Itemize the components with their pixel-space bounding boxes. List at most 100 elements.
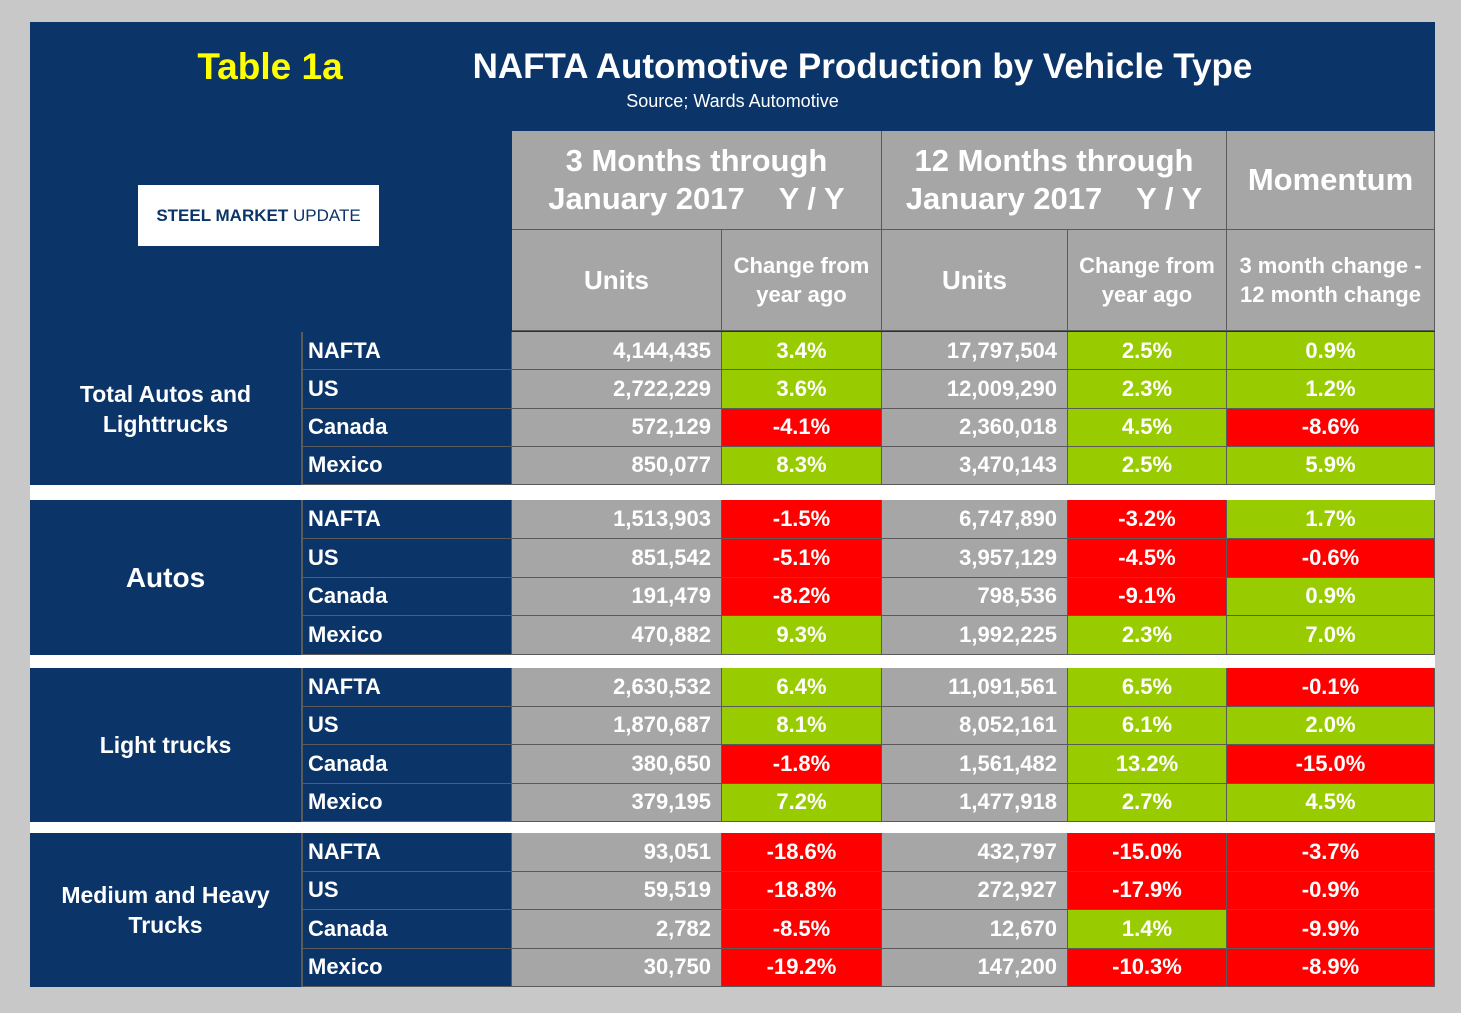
header-line: 3 Months through [565,143,828,178]
column-header: Change from year ago [1068,230,1227,331]
change-cell: 2.7% [1068,783,1227,822]
table-label: Table 1a [197,46,343,87]
column-group-header: Momentum [1227,131,1435,230]
region-label: Canada [302,577,512,617]
change-cell: -0.1% [1227,668,1435,707]
change-cell: 5.9% [1227,446,1435,485]
change-cell: -8.5% [722,910,882,949]
region-label: Mexico [302,948,512,987]
region-label: NAFTA [302,500,512,539]
region-label: NAFTA [302,668,512,707]
change-cell: -10.3% [1068,948,1227,987]
change-cell: -4.5% [1068,538,1227,578]
units-cell: 798,536 [882,577,1068,617]
change-cell: 4.5% [1068,408,1227,447]
section-label: Total Autos and Lighttrucks [30,332,302,485]
section-gap [30,822,1435,833]
units-cell: 12,009,290 [882,370,1068,409]
logo: STEEL MARKET UPDATE [138,185,379,246]
change-cell: 2.0% [1227,706,1435,745]
region-label: US [302,538,512,578]
section-gap [30,655,1435,668]
units-cell: 30,750 [512,948,722,987]
change-cell: 3.4% [722,332,882,371]
units-cell: 93,051 [512,833,722,872]
units-cell: 851,542 [512,538,722,578]
region-label: Canada [302,408,512,447]
section-gap [30,485,1435,500]
units-cell: 1,477,918 [882,783,1068,822]
change-cell: -15.0% [1227,745,1435,784]
change-cell: -18.8% [722,871,882,910]
units-cell: 3,957,129 [882,538,1068,578]
change-cell: -0.9% [1227,871,1435,910]
column-header: Units [512,230,722,331]
units-cell: 11,091,561 [882,668,1068,707]
change-cell: 3.6% [722,370,882,409]
change-cell: 6.4% [722,668,882,707]
change-cell: 6.5% [1068,668,1227,707]
region-label: Canada [302,910,512,949]
units-cell: 380,650 [512,745,722,784]
column-header: Units [882,230,1068,331]
units-cell: 4,144,435 [512,332,722,371]
change-cell: 0.9% [1227,332,1435,371]
change-cell: 7.2% [722,783,882,822]
section-label: Medium and Heavy Trucks [30,833,302,987]
change-cell: 1.4% [1068,910,1227,949]
units-cell: 3,470,143 [882,446,1068,485]
change-cell: -17.9% [1068,871,1227,910]
units-cell: 379,195 [512,783,722,822]
units-cell: 147,200 [882,948,1068,987]
change-cell: -19.2% [722,948,882,987]
units-cell: 8,052,161 [882,706,1068,745]
change-cell: 0.9% [1227,577,1435,617]
units-cell: 17,797,504 [882,332,1068,371]
units-cell: 12,670 [882,910,1068,949]
change-cell: -1.5% [722,500,882,539]
change-cell: 2.5% [1068,332,1227,371]
column-header: Change from year ago [722,230,882,331]
change-cell: -3.2% [1068,500,1227,539]
region-label: NAFTA [302,332,512,371]
change-cell: 13.2% [1068,745,1227,784]
column-group-header: 3 Months through January 2017 Y / Y [512,131,882,230]
change-cell: -1.8% [722,745,882,784]
table-title: NAFTA Automotive Production by Vehicle T… [472,47,1253,86]
change-cell: 9.3% [722,616,882,655]
change-cell: 1.7% [1227,500,1435,539]
change-cell: -4.1% [722,408,882,447]
region-label: Mexico [302,616,512,655]
change-cell: 6.1% [1068,706,1227,745]
change-cell: -3.7% [1227,833,1435,872]
units-cell: 2,360,018 [882,408,1068,447]
change-cell: -9.1% [1068,577,1227,617]
units-cell: 572,129 [512,408,722,447]
region-label: NAFTA [302,833,512,872]
section-label: Autos [30,500,302,655]
change-cell: 2.3% [1068,370,1227,409]
change-cell: 1.2% [1227,370,1435,409]
units-cell: 1,513,903 [512,500,722,539]
change-cell: 8.3% [722,446,882,485]
change-cell: 4.5% [1227,783,1435,822]
change-cell: -18.6% [722,833,882,872]
change-cell: 2.5% [1068,446,1227,485]
column-group-header: 12 Months through January 2017 Y / Y [882,131,1227,230]
units-cell: 2,630,532 [512,668,722,707]
units-cell: 6,747,890 [882,500,1068,539]
region-label: Mexico [302,783,512,822]
change-cell: 2.3% [1068,616,1227,655]
units-cell: 470,882 [512,616,722,655]
header-line: Momentum [1247,162,1414,197]
units-cell: 1,992,225 [882,616,1068,655]
region-label: Mexico [302,446,512,485]
region-label: US [302,706,512,745]
table-source: Source; Wards Automotive [626,90,839,111]
units-cell: 432,797 [882,833,1068,872]
units-cell: 1,870,687 [512,706,722,745]
units-cell: 2,782 [512,910,722,949]
units-cell: 850,077 [512,446,722,485]
logo-light: UPDATE [292,205,361,225]
